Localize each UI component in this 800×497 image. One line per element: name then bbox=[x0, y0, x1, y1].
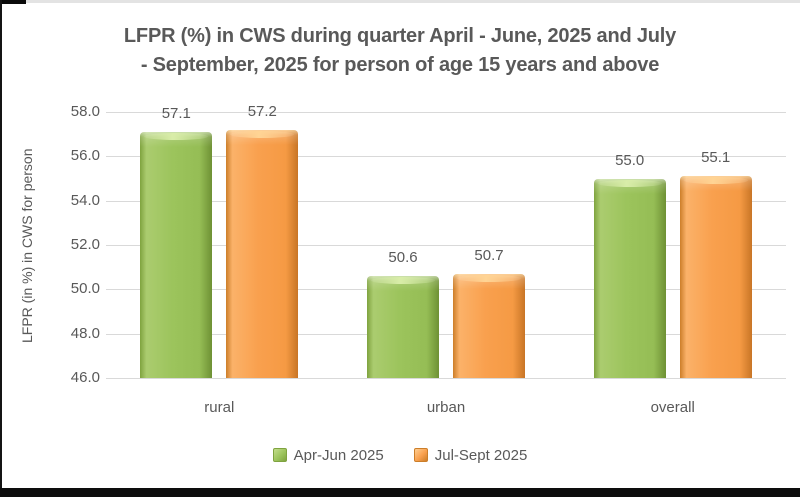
bar-value-urban-jul-sept-2025: 50.7 bbox=[474, 246, 504, 264]
legend-label-apr-jun-2025: Apr-Jun 2025 bbox=[293, 446, 384, 464]
x-category-label-urban: urban bbox=[426, 399, 466, 416]
y-axis-title: LFPR (in %) in CWS for person bbox=[19, 148, 35, 344]
y-tick-label: 54.0 bbox=[70, 191, 100, 209]
bar-urban-jul-sept-2025 bbox=[453, 273, 525, 378]
gridline bbox=[106, 289, 786, 291]
y-tick-label: 46.0 bbox=[70, 369, 100, 386]
x-category-label-rural: rural bbox=[204, 399, 235, 416]
gridline bbox=[106, 112, 786, 113]
bar-rural-jul-sept-2025 bbox=[226, 129, 299, 378]
legend-label-jul-sept-2025: Jul-Sept 2025 bbox=[434, 446, 528, 464]
gridline bbox=[106, 156, 786, 158]
legend-swatch-green-icon bbox=[272, 448, 287, 462]
bar-rural-apr-jun-2025 bbox=[140, 131, 213, 378]
gridline bbox=[106, 333, 786, 335]
bar-urban-apr-jun-2025 bbox=[367, 276, 439, 378]
y-tick-label: 48.0 bbox=[70, 324, 100, 342]
legend-item-apr-jun-2025: Apr-Jun 2025 bbox=[272, 446, 384, 464]
gridline bbox=[106, 378, 786, 379]
chart-title: LFPR (%) in CWS during quarter April - J… bbox=[40, 22, 760, 80]
top-left-border-fragment bbox=[0, 0, 26, 4]
legend-swatch-orange-icon bbox=[413, 448, 428, 462]
legend: Apr-Jun 2025 Jul-Sept 2025 bbox=[0, 444, 800, 466]
chart-title-line1: LFPR (%) in CWS during quarter April - J… bbox=[123, 25, 677, 47]
bar-value-overall-jul-sept-2025: 55.1 bbox=[701, 149, 731, 167]
x-category-label-overall: overall bbox=[650, 399, 695, 416]
bar-value-rural-jul-sept-2025: 57.2 bbox=[247, 102, 277, 120]
y-tick-label: 50.0 bbox=[70, 280, 100, 298]
bar-value-urban-apr-jun-2025: 50.6 bbox=[388, 249, 418, 266]
bar-value-overall-apr-jun-2025: 55.0 bbox=[615, 151, 645, 169]
bar-value-rural-apr-jun-2025: 57.1 bbox=[161, 104, 191, 122]
y-tick-label: 52.0 bbox=[70, 236, 100, 253]
gridline bbox=[106, 245, 786, 246]
y-tick-label: 58.0 bbox=[70, 103, 100, 120]
gridline bbox=[106, 200, 786, 202]
legend-item-jul-sept-2025: Jul-Sept 2025 bbox=[413, 446, 528, 464]
left-border-line bbox=[0, 0, 2, 497]
top-border-line bbox=[0, 0, 800, 3]
bar-overall-jul-sept-2025 bbox=[679, 176, 752, 378]
y-tick-label: 56.0 bbox=[70, 147, 100, 165]
bar-overall-apr-jun-2025 bbox=[593, 178, 666, 378]
bottom-border-bar bbox=[0, 488, 800, 497]
chart-title-line2: - September, 2025 for person of age 15 y… bbox=[140, 54, 660, 76]
